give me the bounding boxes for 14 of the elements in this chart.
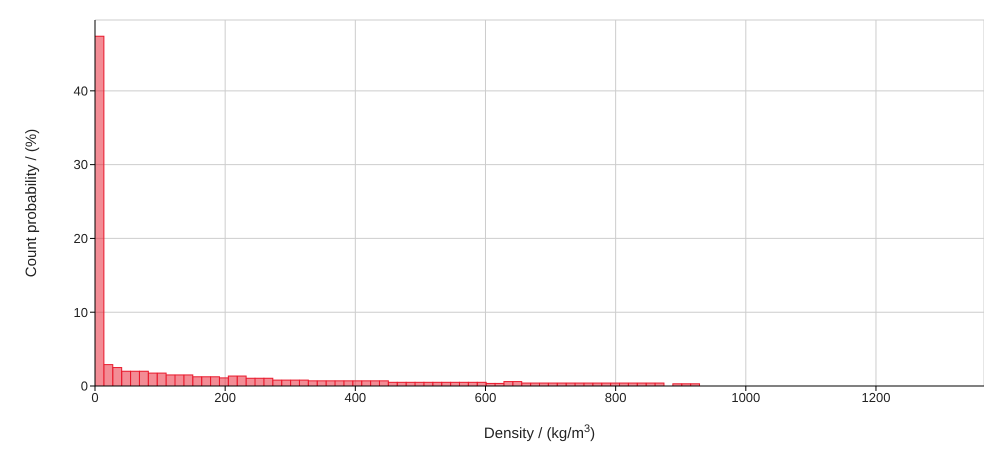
y-tick-label: 20	[74, 231, 88, 246]
x-tick-label: 200	[214, 390, 236, 406]
x-tick-label: 1000	[731, 390, 760, 406]
x-tick-label: 800	[604, 390, 626, 406]
x-tick-label: 0	[91, 390, 99, 406]
y-tick-label: 40	[74, 83, 88, 98]
y-tick-label: 30	[74, 157, 88, 172]
x-axis-title: Density / (kg/m$^{3}$)	[484, 423, 596, 442]
x-tick-label: 400	[344, 390, 366, 406]
x-tick-label: 1200	[862, 390, 890, 406]
y-axis-title: Count probability / (%)	[23, 128, 40, 278]
y-tick-label: 0	[80, 378, 88, 394]
x-tick-label: 600	[474, 390, 496, 406]
y-tick-label: 10	[74, 304, 88, 320]
